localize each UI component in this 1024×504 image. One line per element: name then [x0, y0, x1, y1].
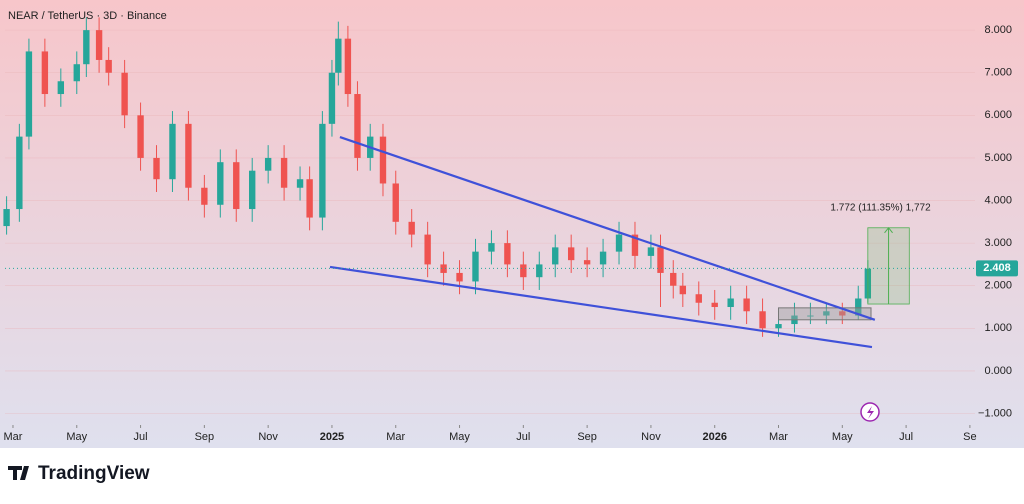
candle-body: [520, 264, 527, 278]
candle-body: [599, 251, 607, 265]
measure-label: 1.772 (111.35%) 1,772: [830, 202, 931, 213]
candle-body: [823, 311, 830, 316]
candle-body: [233, 162, 240, 210]
candle-body: [536, 264, 543, 278]
candle-body: [408, 221, 415, 235]
x-tick-label: May: [66, 431, 87, 443]
candle-body: [354, 94, 361, 158]
candle-body: [328, 72, 336, 124]
candle-body: [424, 234, 431, 265]
y-tick-label: 7.000: [984, 67, 1012, 79]
alert-icon-bolt: [867, 406, 874, 419]
x-tick-label: Nov: [641, 431, 661, 443]
y-tick-label: 6.000: [984, 109, 1012, 121]
candle-body: [41, 51, 49, 95]
x-tick-label: Se: [963, 431, 976, 443]
candle-body: [169, 123, 176, 180]
candle-body: [280, 157, 288, 188]
candle-body: [185, 123, 192, 188]
candle-body: [25, 51, 33, 137]
candle-body: [839, 311, 846, 316]
y-tick-label: 2.000: [984, 280, 1012, 292]
candle-body: [83, 30, 90, 65]
candle-body: [504, 243, 511, 265]
candle-body: [16, 136, 23, 210]
candle-body: [456, 272, 463, 282]
candle-body: [647, 247, 655, 256]
candle-body: [759, 311, 766, 329]
candle-body: [73, 64, 80, 82]
x-tick-label: Sep: [577, 431, 597, 443]
candle-body: [670, 272, 677, 286]
brand-name: TradingView: [38, 463, 150, 484]
plot: 8.000 7.000 6.000 5.000 4.000 3.000 2.000 1.000…: [3, 17, 1018, 443]
candle-body: [775, 324, 782, 329]
x-tick-label: Jul: [899, 431, 913, 443]
candle-body: [743, 298, 750, 312]
candle-body: [695, 294, 702, 303]
y-tick-label: 4.000: [984, 194, 1012, 206]
candle-body: [201, 187, 208, 205]
candle-body: [472, 251, 479, 282]
x-tick-label: Jul: [134, 431, 148, 443]
x-tick-label: Mar: [3, 431, 22, 443]
x-tick-label: Mar: [769, 431, 788, 443]
candle-body: [153, 157, 160, 180]
candle-body: [440, 264, 447, 273]
candle-body: [249, 170, 256, 210]
candle-body: [807, 315, 814, 317]
candle-body: [319, 123, 326, 218]
y-tick-label: 1.000: [984, 322, 1012, 334]
x-tick-label: 2026: [702, 431, 726, 443]
y-tick-label: 5.000: [984, 152, 1012, 164]
y-tick-label: −1.000: [978, 407, 1012, 419]
trendline: [329, 265, 873, 349]
candle-body: [121, 72, 128, 116]
candle-body: [335, 38, 342, 73]
candle-body: [615, 234, 623, 252]
candle-body: [679, 285, 687, 295]
x-tick-label: Sep: [195, 431, 215, 443]
range-box: [778, 307, 872, 321]
candle-body: [488, 243, 495, 252]
candle-body: [344, 38, 352, 95]
candle-body: [379, 136, 387, 184]
x-tick-label: Nov: [258, 431, 278, 443]
candle-body: [855, 298, 862, 316]
candle-body: [57, 81, 65, 95]
candle-body: [3, 209, 10, 227]
candle-body: [583, 260, 591, 265]
x-tick-label: Jul: [516, 431, 530, 443]
last-price-label: 2.408: [983, 262, 1011, 274]
candle-body: [552, 247, 559, 265]
candle-body: [567, 247, 575, 261]
candle-body: [217, 162, 224, 205]
y-tick-label: 0.000: [984, 365, 1012, 377]
candle-body: [105, 59, 112, 73]
y-tick-label: 8.000: [984, 24, 1012, 36]
candle-body: [296, 179, 304, 188]
candle-body: [631, 234, 639, 256]
candle-body: [711, 302, 718, 308]
x-tick-label: Mar: [386, 431, 405, 443]
brand-logo: [8, 466, 29, 480]
y-tick-label: 3.000: [984, 237, 1012, 249]
x-tick-label: 2025: [320, 431, 344, 443]
x-tick-label: May: [449, 431, 470, 443]
candle-body: [727, 298, 734, 308]
candle-body: [264, 157, 272, 171]
candle-body: [95, 30, 103, 60]
trendline: [339, 136, 876, 321]
candle-body: [392, 183, 399, 222]
candle-body: [306, 179, 313, 218]
x-tick-label: May: [832, 431, 853, 443]
measure-arrowhead: [884, 226, 893, 234]
last-price-box: [976, 260, 1018, 277]
candle-body: [137, 115, 144, 158]
chart-title: NEAR / TetherUS · 3D · Binance: [8, 10, 167, 22]
candle-body: [657, 247, 664, 273]
chart-background: [0, 0, 1024, 448]
